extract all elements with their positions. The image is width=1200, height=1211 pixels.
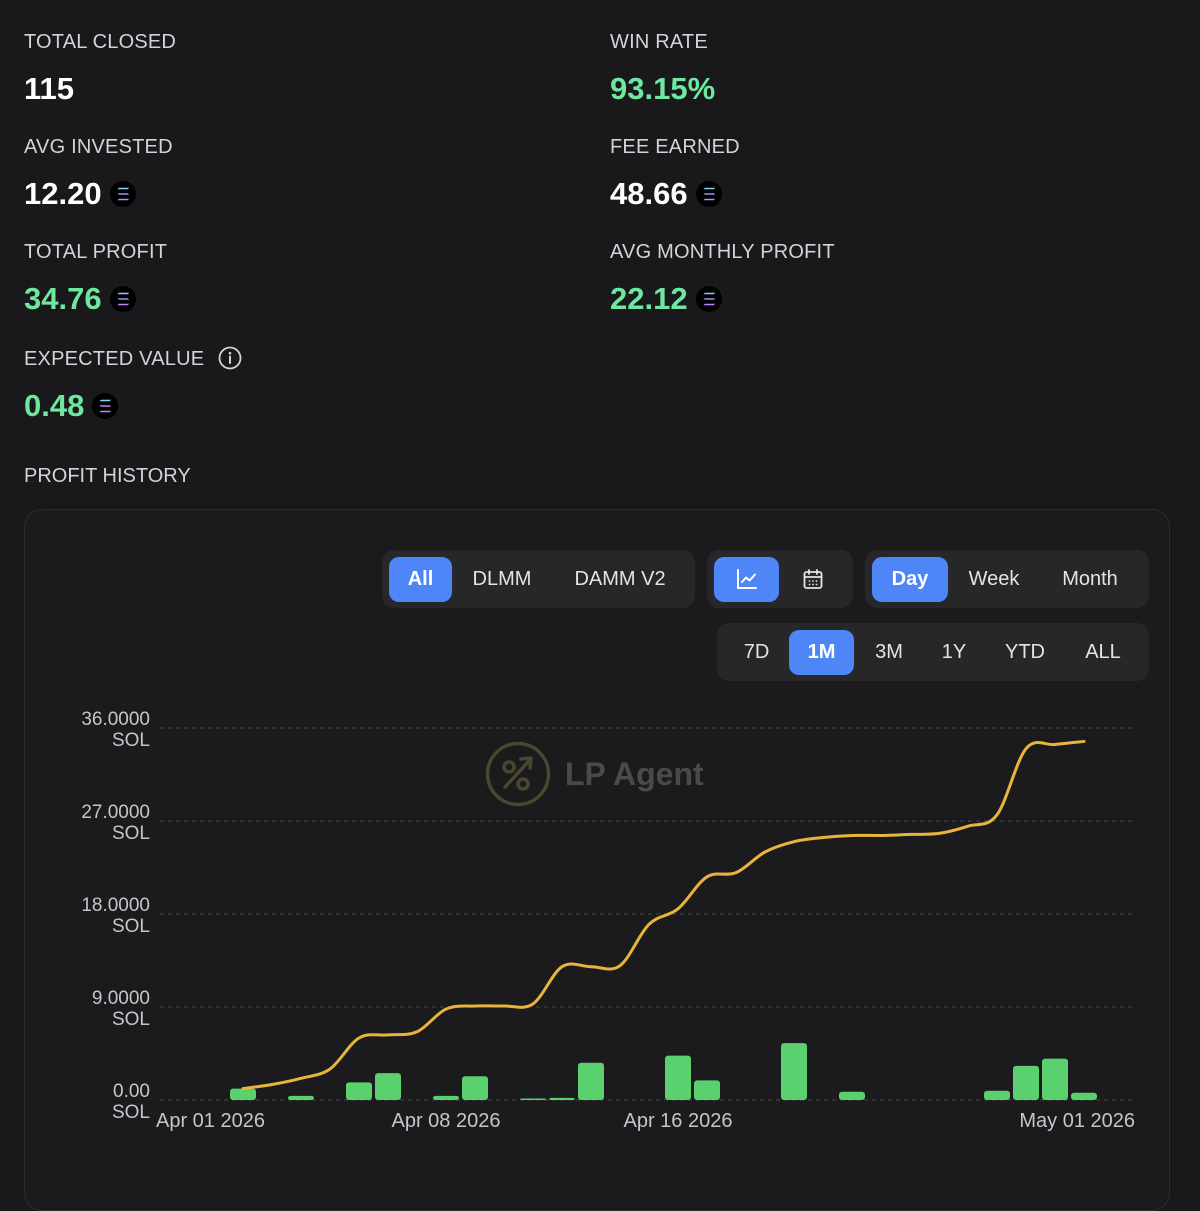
stat-label: AVG MONTHLY PROFIT bbox=[610, 241, 835, 263]
lp-agent-watermark-text: LP Agent bbox=[565, 755, 704, 792]
range-1y-button[interactable]: 1Y bbox=[941, 640, 967, 663]
range-1m-button[interactable]: 1M bbox=[789, 629, 854, 675]
bar bbox=[578, 1062, 604, 1100]
stat-total-profit: TOTAL PROFIT 34.76 bbox=[24, 241, 167, 317]
solana-icon bbox=[109, 286, 136, 312]
stat-value-text: 22.12 bbox=[610, 281, 688, 316]
stat-label: TOTAL PROFIT bbox=[24, 241, 168, 263]
x-axis-tick-labels: Apr 01 2026 Apr 08 2026 Apr 16 2026 May 01 … bbox=[156, 1110, 1135, 1132]
info-icon[interactable] bbox=[218, 346, 242, 370]
y-tick-label: 36.0000 bbox=[81, 709, 150, 730]
cumulative-profit-line bbox=[241, 739, 1086, 1091]
y-tick-label: 9.0000 bbox=[92, 988, 150, 1009]
stat-value: 0.48 bbox=[24, 388, 242, 424]
solana-icon bbox=[92, 393, 119, 419]
pool-filter-group: All DLMM DAMM V2 bbox=[382, 550, 695, 608]
stat-label: AVG INVESTED bbox=[24, 136, 173, 158]
bar bbox=[1013, 1065, 1039, 1100]
stat-value-text: 48.66 bbox=[610, 176, 688, 211]
line-chart-icon bbox=[736, 569, 757, 589]
stat-value: 22.12 bbox=[610, 281, 835, 317]
pool-filter-all-button[interactable]: All bbox=[389, 556, 452, 602]
bar bbox=[549, 1097, 575, 1100]
bar bbox=[665, 1055, 691, 1100]
pool-filter-damm-v2-button[interactable]: DAMM V2 bbox=[574, 567, 666, 590]
stat-value: 12.20 bbox=[24, 176, 173, 212]
x-tick-label: Apr 01 2026 bbox=[156, 1110, 265, 1132]
bar bbox=[346, 1082, 372, 1100]
profit-history-chart: 36.0000SOL27.0000SOL18.0000SOL9.0000SOL0… bbox=[81, 709, 1135, 1132]
range-7d-button[interactable]: 7D bbox=[743, 640, 770, 663]
x-tick-label: Apr 08 2026 bbox=[392, 1110, 501, 1132]
stat-value-text: 34.76 bbox=[24, 281, 102, 316]
stat-avg-monthly-profit: AVG MONTHLY PROFIT 22.12 bbox=[610, 241, 835, 317]
bar bbox=[1042, 1058, 1068, 1100]
calendar-view-button[interactable] bbox=[779, 557, 846, 602]
granularity-week-button[interactable]: Week bbox=[968, 567, 1020, 590]
y-tick-unit: SOL bbox=[112, 1102, 150, 1123]
lp-agent-watermark: LP Agent bbox=[485, 741, 704, 807]
stat-value: 115 bbox=[24, 71, 176, 107]
section-title-profit-history: PROFIT HISTORY bbox=[24, 465, 191, 487]
bar bbox=[230, 1088, 256, 1100]
x-tick-label: May 01 2026 bbox=[1019, 1110, 1135, 1132]
solana-icon bbox=[695, 286, 722, 312]
bar bbox=[984, 1090, 1010, 1100]
range-group: 7D 1M 3M 1Y YTD ALL bbox=[717, 623, 1149, 681]
stat-value-text: 12.20 bbox=[24, 176, 102, 211]
granularity-day-button[interactable]: Day bbox=[872, 556, 948, 602]
stat-expected-value: EXPECTED VALUE 0.48 bbox=[24, 346, 242, 424]
pool-filter-dlmm-button[interactable]: DLMM bbox=[472, 567, 532, 590]
stat-label-text: EXPECTED VALUE bbox=[24, 348, 205, 370]
range-all-button[interactable]: ALL bbox=[1085, 640, 1121, 663]
line-chart-view-button[interactable] bbox=[714, 556, 779, 602]
granularity-group: Day Week Month bbox=[865, 550, 1149, 608]
y-tick-unit: SOL bbox=[112, 1009, 150, 1030]
range-3m-button[interactable]: 3M bbox=[875, 640, 903, 663]
lp-agent-logo-icon bbox=[485, 741, 551, 807]
stat-label: WIN RATE bbox=[610, 31, 708, 53]
y-tick-unit: SOL bbox=[112, 730, 150, 751]
solana-icon bbox=[695, 181, 722, 207]
stat-total-closed: TOTAL CLOSED 115 bbox=[24, 31, 176, 107]
x-tick-label: Apr 16 2026 bbox=[624, 1110, 733, 1132]
calendar-icon bbox=[803, 569, 822, 589]
bar bbox=[462, 1076, 488, 1100]
bar bbox=[839, 1091, 865, 1100]
y-tick-unit: SOL bbox=[112, 916, 150, 937]
y-tick-label: 0.00 bbox=[113, 1081, 150, 1102]
bar bbox=[433, 1095, 459, 1100]
bar bbox=[288, 1095, 314, 1100]
stat-win-rate: WIN RATE 93.15% bbox=[610, 31, 715, 107]
bar bbox=[1071, 1092, 1097, 1100]
stat-value-text: 0.48 bbox=[24, 388, 85, 423]
solana-icon bbox=[109, 181, 136, 207]
bar bbox=[375, 1073, 401, 1100]
daily-profit-bars bbox=[230, 1043, 1097, 1100]
y-axis-tick-labels: 36.0000SOL27.0000SOL18.0000SOL9.0000SOL0… bbox=[81, 709, 150, 1123]
y-tick-label: 18.0000 bbox=[81, 895, 150, 916]
stat-fee-earned: FEE EARNED 48.66 bbox=[610, 136, 740, 212]
stat-value: 48.66 bbox=[610, 176, 740, 212]
bar bbox=[694, 1080, 720, 1100]
view-mode-group bbox=[707, 550, 853, 608]
bar bbox=[520, 1098, 546, 1100]
y-tick-unit: SOL bbox=[112, 823, 150, 844]
granularity-month-button[interactable]: Month bbox=[1062, 567, 1118, 590]
stat-value-text: 93.15% bbox=[610, 71, 716, 106]
stat-avg-invested: AVG INVESTED 12.20 bbox=[24, 136, 173, 212]
y-tick-label: 27.0000 bbox=[81, 802, 150, 823]
stat-value-text: 115 bbox=[24, 71, 75, 106]
bar bbox=[781, 1043, 807, 1100]
stat-label: EXPECTED VALUE bbox=[24, 346, 242, 370]
cumulative-profit-line-group bbox=[241, 739, 1086, 1091]
range-ytd-button[interactable]: YTD bbox=[1005, 640, 1045, 663]
stat-label: TOTAL CLOSED bbox=[24, 31, 177, 53]
stat-label: FEE EARNED bbox=[610, 136, 740, 158]
grid-lines bbox=[160, 727, 1135, 1101]
stat-value: 93.15% bbox=[610, 71, 715, 107]
stat-value: 34.76 bbox=[24, 281, 167, 317]
